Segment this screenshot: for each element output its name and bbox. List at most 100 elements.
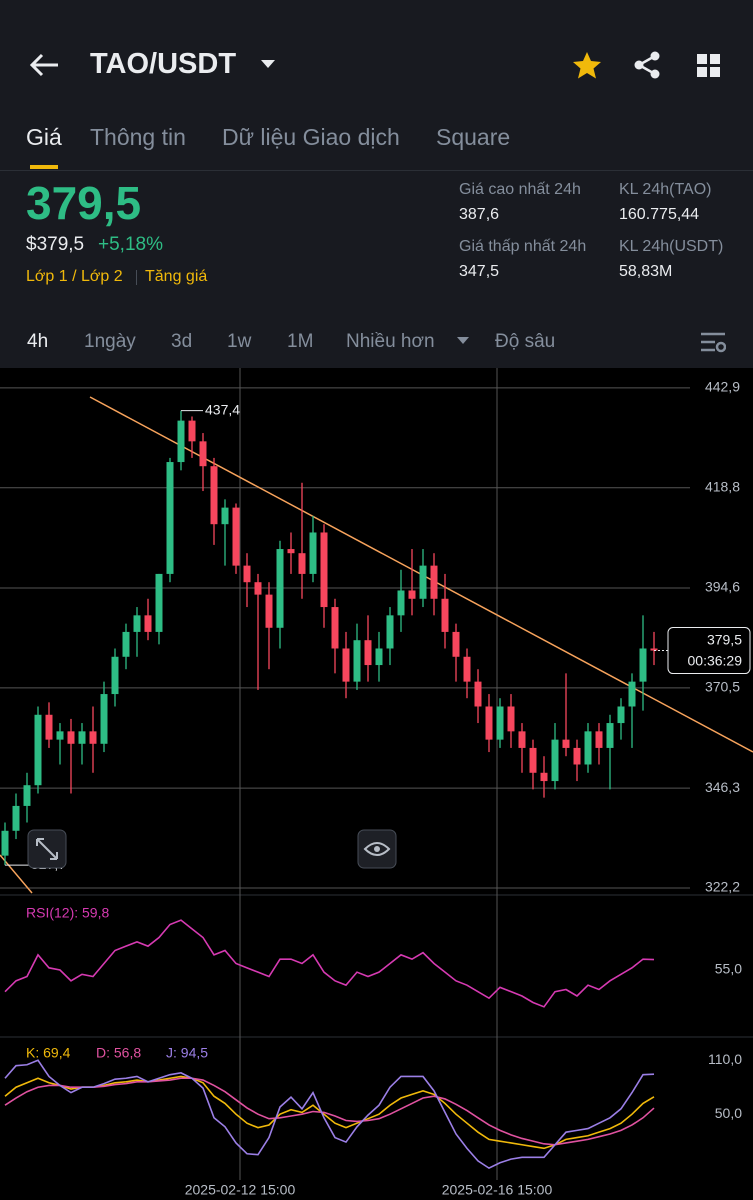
indicator-title: RSI(12): 59,8 [26, 905, 109, 921]
stat-label: KL 24h(USDT) [619, 238, 724, 255]
legend-entry: D: 56,8 [96, 1045, 141, 1061]
candle-body [573, 747, 581, 765]
interval[interactable]: 3d [171, 331, 193, 352]
indicator-line [4, 919, 655, 1008]
eye-icon [363, 842, 391, 856]
candle-body [441, 598, 449, 632]
x-tick-label: 2025-02-12 15:00 [185, 1182, 296, 1198]
candle-body [584, 731, 592, 765]
eye-pupil [374, 846, 380, 852]
tab[interactable]: Square [436, 124, 511, 150]
candle-body [309, 532, 317, 574]
pair-title[interactable]: TAO/USDT [90, 48, 237, 80]
pair-caret[interactable] [260, 58, 276, 70]
candle-body [430, 565, 438, 599]
stat-value: 347,5 [459, 263, 500, 280]
candle-body [606, 723, 614, 748]
legend-entry: K: 69,4 [26, 1045, 71, 1061]
candle-body [133, 615, 141, 632]
candle-body [639, 648, 647, 682]
candle-body [485, 706, 493, 740]
candle-body [111, 656, 119, 695]
last-price-tag [667, 627, 751, 675]
candle-body [375, 648, 383, 666]
y-tick-label: 418,8 [705, 478, 740, 494]
candle-body [419, 565, 427, 599]
candle-body [320, 532, 328, 608]
visibility-button[interactable] [357, 829, 397, 869]
candle-body [155, 573, 163, 632]
candle-body [474, 681, 482, 707]
usd-price: $379,5 [26, 234, 85, 255]
candle-body [562, 739, 570, 748]
stat-value: 387,6 [459, 206, 500, 223]
candle-body [650, 648, 658, 651]
candle-body [496, 706, 504, 740]
chart-background [0, 368, 753, 1200]
candle-body [122, 631, 130, 657]
tab[interactable]: Giá [26, 124, 62, 150]
interval[interactable]: 1ngày [84, 331, 136, 352]
y-tick-label: 50,0 [715, 1105, 742, 1121]
candle-body [507, 706, 515, 732]
expand-button[interactable] [27, 829, 67, 869]
back-button[interactable] [28, 52, 60, 78]
high-label: 437,4 [205, 401, 240, 417]
candle-body [397, 590, 405, 616]
expand-icon [36, 838, 58, 860]
x-tick-label: 2025-02-16 15:00 [442, 1182, 553, 1198]
candle-body [78, 731, 86, 744]
interval[interactable]: Độ sâu [495, 331, 556, 352]
candle-body [529, 747, 537, 773]
more-caret[interactable] [457, 336, 469, 345]
divider [0, 170, 753, 171]
interval[interactable]: 1w [227, 331, 252, 352]
candle-body [595, 731, 603, 748]
tab[interactable]: Thông tin [90, 124, 186, 150]
candle-body [617, 706, 625, 724]
indicator-line [4, 1075, 655, 1150]
candle-body [45, 714, 53, 740]
stat-value: 160.775,44 [619, 206, 700, 223]
y-tick-label: 322,2 [705, 879, 740, 895]
candle-body [540, 772, 548, 782]
tab[interactable]: Dữ liệu Giao dịch [222, 124, 400, 150]
candle-body [89, 731, 97, 744]
candle-body [166, 462, 174, 574]
countdown: 00:36:29 [688, 652, 743, 668]
tag[interactable]: Lớp 1 / Lớp 2 [26, 268, 123, 285]
candle-body [386, 615, 394, 649]
chart-settings[interactable] [700, 331, 726, 353]
candle-body [551, 739, 559, 782]
interval[interactable]: 4h [27, 331, 49, 352]
y-tick-label: 110,0 [708, 1051, 742, 1067]
candle-body [34, 714, 42, 786]
grid-menu[interactable] [696, 53, 722, 79]
share-button[interactable] [632, 50, 662, 80]
candle-body [408, 590, 416, 599]
candle-body [452, 631, 460, 657]
interval[interactable]: 1M [287, 331, 314, 352]
tab-underline [30, 165, 58, 169]
favorite-star[interactable] [571, 50, 603, 80]
interval[interactable]: Nhiều hơn [346, 331, 435, 352]
tag[interactable]: Tăng giá [145, 268, 208, 285]
candle-body [298, 553, 306, 574]
stat-label: Giá cao nhất 24h [459, 181, 581, 198]
stat-label: KL 24h(TAO) [619, 181, 712, 198]
candle-body [188, 420, 196, 442]
stat-label: Giá thấp nhất 24h [459, 238, 587, 255]
candle-body [331, 607, 339, 649]
legend-entry: J: 94,5 [166, 1045, 208, 1061]
candle-body [243, 565, 251, 583]
candle-body [56, 731, 64, 740]
y-tick-label: 370,5 [705, 679, 740, 695]
y-tick-label: 442,9 [705, 379, 740, 395]
candle-body [221, 507, 229, 525]
candle-body [23, 785, 31, 806]
y-tick-label: 346,3 [705, 779, 740, 795]
candle-body [628, 681, 636, 707]
y-tick-label: 55,0 [715, 961, 742, 977]
candle-body [276, 549, 284, 628]
